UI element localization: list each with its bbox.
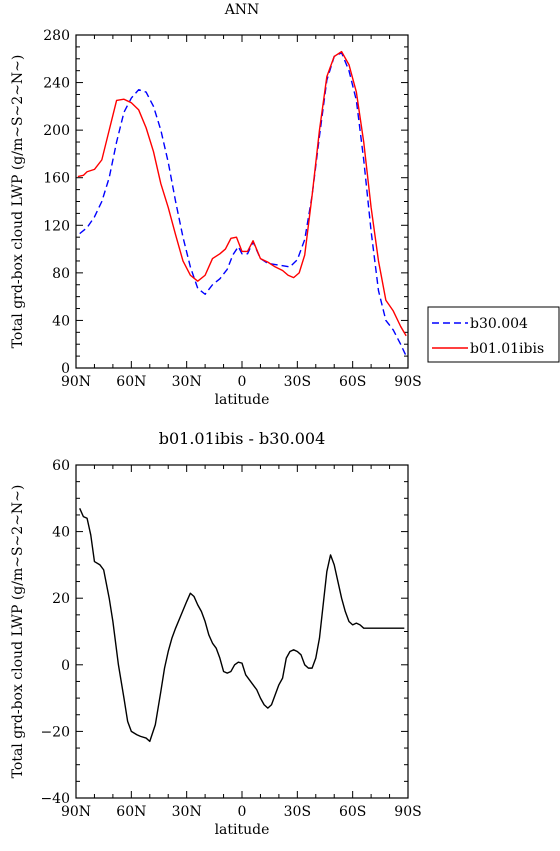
y-tick-label: 60 xyxy=(52,458,70,474)
y-tick-label: 40 xyxy=(52,313,70,329)
panel-2 xyxy=(75,464,409,799)
y-tick-label: 0 xyxy=(61,658,70,674)
x-tick-label: 60N xyxy=(116,804,146,820)
plot-frame xyxy=(75,34,409,369)
legend-box xyxy=(427,306,560,363)
x-tick-label: 30S xyxy=(284,374,311,390)
panel-1 xyxy=(75,34,409,369)
x-tick-label: 30N xyxy=(172,374,202,390)
y-tick-label: 120 xyxy=(43,218,70,234)
x-tick-label: 30N xyxy=(172,804,202,820)
y-tick-label: 0 xyxy=(61,361,70,377)
series-line-diff-0 xyxy=(79,508,405,743)
y-tick-label: 40 xyxy=(52,525,70,541)
y-tick-label: −40 xyxy=(40,791,70,807)
legend: b30.004 b01.01ibis xyxy=(427,306,560,363)
chart-title: b01.01ibis - b30.004 xyxy=(159,429,326,448)
x-axis-label: latitude xyxy=(215,392,270,408)
y-axis-label: Total grd-box cloud LWP (g/m~S~2~N~) xyxy=(10,485,26,779)
x-tick-label: 60S xyxy=(339,374,366,390)
x-axis-label: latitude xyxy=(215,822,270,838)
x-tick-label: 90S xyxy=(394,804,421,820)
y-tick-label: 200 xyxy=(43,123,70,139)
y-tick-label: 160 xyxy=(43,171,70,187)
plot-frame xyxy=(75,464,409,799)
legend-label: b01.01ibis xyxy=(470,341,544,357)
y-axis-label: Total grd-box cloud LWP (g/m~S~2~N~) xyxy=(10,55,26,349)
series-line-b30.004 xyxy=(79,52,407,357)
x-tick-label: 90S xyxy=(394,374,421,390)
series-line-b01.01ibis xyxy=(77,50,407,337)
x-tick-label: 0 xyxy=(238,804,247,820)
x-tick-label: 30S xyxy=(284,804,311,820)
x-tick-label: 0 xyxy=(238,374,247,390)
y-tick-label: 20 xyxy=(52,591,70,607)
x-tick-label: 90N xyxy=(61,374,91,390)
x-tick-label: 90N xyxy=(61,804,91,820)
y-tick-label: 240 xyxy=(43,76,70,92)
chart-title: ANN xyxy=(224,2,260,18)
y-tick-label: 80 xyxy=(52,266,70,282)
x-tick-label: 60S xyxy=(339,804,366,820)
x-tick-label: 60N xyxy=(116,374,146,390)
y-tick-label: −20 xyxy=(40,724,70,740)
legend-label: b30.004 xyxy=(470,316,528,332)
y-tick-label: 280 xyxy=(43,28,70,44)
